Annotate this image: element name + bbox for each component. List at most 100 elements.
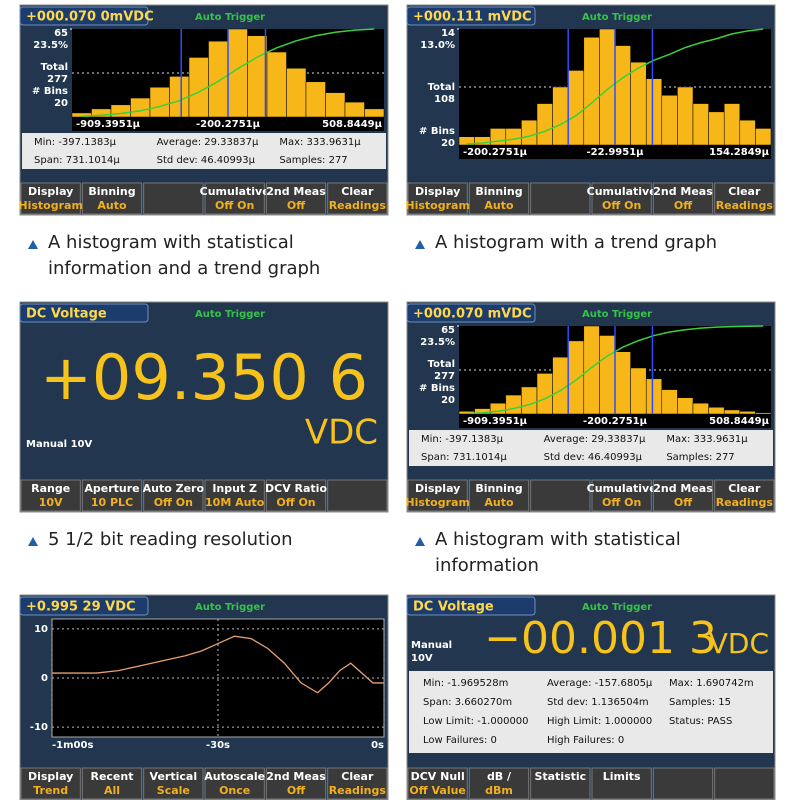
x-label: -909.3951µ (463, 416, 528, 427)
left-label: Total (428, 82, 455, 93)
softkey[interactable] (714, 479, 775, 512)
x-tick-label: -30s (206, 740, 230, 751)
softkey-label: Cumulative (587, 185, 657, 198)
softkey[interactable] (204, 479, 265, 512)
softkey[interactable] (468, 767, 530, 800)
softkey[interactable] (81, 182, 143, 215)
softkey[interactable] (265, 767, 327, 800)
softkey-value: All (104, 784, 120, 797)
unit: VDC (709, 627, 769, 660)
histogram-bar (692, 402, 709, 415)
left-label: # Bins (419, 383, 455, 394)
stat-text: Average: 29.33837µ (544, 434, 646, 445)
softkey-value: Off (287, 784, 305, 797)
histogram-bar (188, 57, 209, 118)
softkey[interactable] (468, 479, 530, 512)
x-tick-label: 0s (371, 740, 384, 751)
softkey-label: 2nd Meas (653, 185, 713, 198)
softkey-label: Input Z (212, 482, 257, 495)
softkey[interactable] (265, 479, 327, 512)
softkey-value: Readings (329, 784, 387, 797)
stat-text: Min: -397.1383µ (34, 137, 117, 148)
histogram-bar (169, 76, 190, 118)
softkey-label: Clear (341, 770, 374, 783)
histogram-bar (599, 28, 616, 146)
softkey-value: 10 PLC (91, 496, 133, 509)
left-label: Total (428, 359, 455, 370)
softkey-value: Off (674, 496, 692, 509)
x-tick-label: -1m00s (52, 740, 93, 751)
histogram-bar (110, 104, 131, 118)
stats-area (409, 430, 773, 466)
y-tick-label: -10 (30, 722, 48, 733)
left-label: 23.5% (33, 40, 68, 51)
softkey-value: Histogram (405, 496, 470, 509)
histogram-bar (505, 128, 522, 146)
softkey[interactable] (407, 767, 468, 800)
caption: 5 1/2 bit reading resolution (48, 529, 293, 550)
softkey[interactable] (407, 182, 468, 215)
left-label: 20 (441, 138, 455, 149)
softkey[interactable] (652, 182, 714, 215)
softkey-value: Readings (716, 496, 774, 509)
softkey[interactable] (143, 479, 204, 512)
histogram-bar (305, 81, 326, 118)
softkey[interactable] (81, 767, 143, 800)
stat-text: Max: 333.9631µ (666, 434, 748, 445)
softkey-label: 2nd Meas (266, 770, 326, 783)
histogram-bar (521, 119, 538, 146)
histogram-bar (708, 406, 725, 415)
softkey-label: Limits (603, 770, 641, 783)
stat-text: Max: 1.690742m (669, 678, 754, 689)
trigger-text: Auto Trigger (195, 602, 265, 613)
softkey[interactable] (714, 182, 775, 215)
histogram-bar (567, 70, 585, 146)
softkey-label: Clear (341, 185, 374, 198)
softkey[interactable] (143, 767, 204, 800)
softkey-label: Binning (475, 482, 522, 495)
softkey[interactable] (81, 479, 143, 512)
histogram-bar (755, 412, 772, 415)
softkey[interactable] (327, 182, 388, 215)
softkey (143, 182, 204, 215)
range-label: Manual 10V (26, 439, 93, 450)
histogram-bar (364, 108, 385, 118)
histogram-bar (645, 78, 663, 146)
caption-bullet (415, 240, 425, 249)
softkey[interactable] (591, 479, 652, 512)
softkey[interactable] (468, 182, 530, 215)
stat-text: Low Limit: -1.000000 (423, 716, 529, 727)
softkey[interactable] (204, 767, 265, 800)
softkey[interactable] (530, 767, 591, 800)
softkey[interactable] (591, 767, 652, 800)
stat-text: Span: 731.1014µ (421, 452, 507, 463)
softkey-value: Readings (716, 199, 774, 212)
histogram-bar (208, 40, 229, 118)
softkey (530, 479, 591, 512)
softkey-label: Display (28, 185, 73, 198)
x-label-bar (459, 145, 771, 159)
histogram-bar (567, 340, 585, 415)
histogram-bar (266, 51, 287, 118)
softkey-value: Auto (484, 496, 514, 509)
softkey[interactable] (327, 767, 388, 800)
softkey-label: DCV Null (411, 770, 465, 783)
caption: A histogram with statistical (435, 529, 681, 550)
histogram-bar (614, 45, 631, 146)
softkey[interactable] (652, 479, 714, 512)
softkey[interactable] (20, 182, 81, 215)
histogram-bar (583, 325, 600, 415)
softkey[interactable] (265, 182, 327, 215)
softkey[interactable] (20, 767, 81, 800)
softkey[interactable] (407, 479, 468, 512)
softkey[interactable] (591, 182, 652, 215)
softkey[interactable] (20, 479, 81, 512)
softkey-value: Auto (484, 199, 514, 212)
softkey-value: Once (219, 784, 250, 797)
histogram-bar (630, 367, 647, 415)
x-label: 154.2849µ (709, 147, 770, 158)
softkey[interactable] (204, 182, 265, 215)
softkey (714, 767, 775, 800)
stat-text: Average: -157.6805µ (547, 678, 653, 689)
histogram-bar (614, 351, 631, 415)
